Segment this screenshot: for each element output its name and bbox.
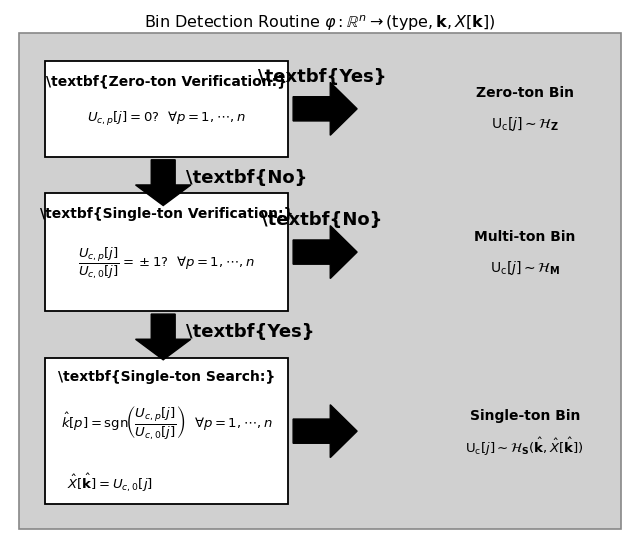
Text: Bin Detection Routine $\varphi : \mathbb{R}^n \rightarrow (\mathrm{type}, \mathb: Bin Detection Routine $\varphi : \mathbb…	[144, 14, 496, 34]
Polygon shape	[136, 160, 191, 206]
Text: \textbf{Yes}: \textbf{Yes}	[186, 323, 314, 341]
Text: Single-ton Bin: Single-ton Bin	[470, 409, 580, 423]
Polygon shape	[293, 404, 357, 457]
Text: \textbf{No}: \textbf{No}	[261, 211, 383, 229]
Text: $\mathrm{U_c}[j] \sim \mathcal{H}_{\mathbf{Z}}$: $\mathrm{U_c}[j] \sim \mathcal{H}_{\math…	[491, 115, 559, 133]
Text: Multi-ton Bin: Multi-ton Bin	[474, 230, 575, 244]
Text: \textbf{Single-ton Verification:}: \textbf{Single-ton Verification:}	[40, 207, 293, 220]
Text: $\mathrm{U_c}[j] \sim \mathcal{H}_{\mathbf{M}}$: $\mathrm{U_c}[j] \sim \mathcal{H}_{\math…	[490, 258, 560, 277]
Polygon shape	[293, 226, 357, 279]
Polygon shape	[136, 314, 191, 360]
Text: \textbf{Single-ton Search:}: \textbf{Single-ton Search:}	[58, 370, 275, 384]
FancyBboxPatch shape	[45, 61, 288, 157]
Text: \textbf{No}: \textbf{No}	[186, 169, 307, 187]
Text: \textbf{Yes}: \textbf{Yes}	[258, 68, 386, 85]
Text: $U_{c,p}[j]=0?\ \ \forall p=1,\cdots,n$: $U_{c,p}[j]=0?\ \ \forall p=1,\cdots,n$	[87, 110, 246, 128]
FancyBboxPatch shape	[45, 193, 288, 311]
Text: $\hat{k}[p]=\mathrm{sgn}\!\left(\dfrac{U_{c,p}[j]}{U_{c,0}[j]}\right)\ \ \forall: $\hat{k}[p]=\mathrm{sgn}\!\left(\dfrac{U…	[61, 405, 272, 442]
FancyBboxPatch shape	[19, 33, 621, 529]
Text: $\dfrac{U_{c,p}[j]}{U_{c,0}[j]}=\pm1?\ \ \forall p=1,\cdots,n$: $\dfrac{U_{c,p}[j]}{U_{c,0}[j]}=\pm1?\ \…	[78, 245, 255, 281]
Text: Zero-ton Bin: Zero-ton Bin	[476, 87, 574, 100]
Text: \textbf{Zero-ton Verification:}: \textbf{Zero-ton Verification:}	[46, 74, 287, 88]
FancyBboxPatch shape	[45, 358, 288, 504]
Text: $\mathrm{U_c}[j] \sim \mathcal{H}_{\mathbf{S}}(\hat{\mathbf{k}},\hat{X}[\hat{\ma: $\mathrm{U_c}[j] \sim \mathcal{H}_{\math…	[465, 435, 584, 458]
Text: $\hat{X}[\hat{\mathbf{k}}]=U_{c,0}[j]$: $\hat{X}[\hat{\mathbf{k}}]=U_{c,0}[j]$	[67, 472, 153, 494]
Polygon shape	[293, 82, 357, 136]
